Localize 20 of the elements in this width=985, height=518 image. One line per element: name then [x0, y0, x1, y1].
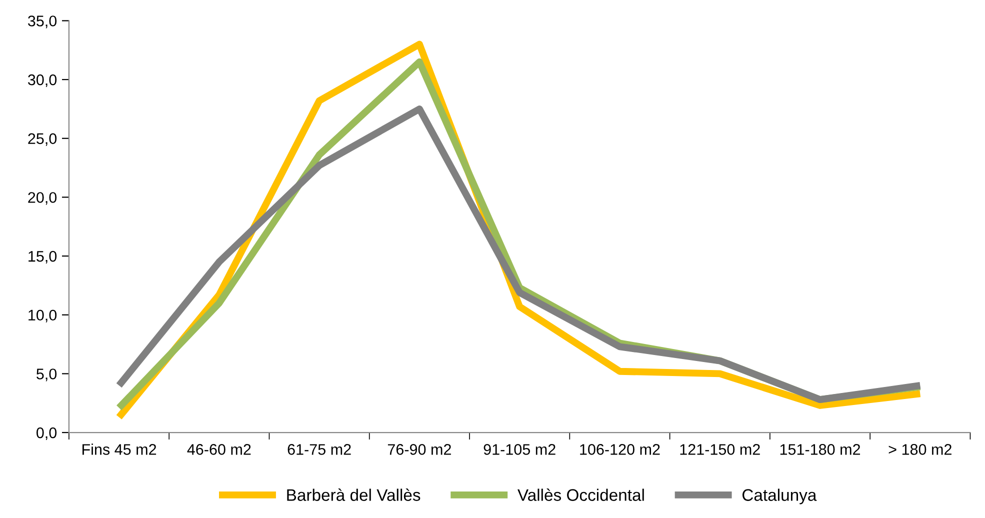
y-tick-label: 20,0 [28, 192, 57, 205]
x-tick-label: 151-180 m2 [780, 444, 860, 455]
x-tick-label: > 180 m2 [888, 444, 952, 455]
x-tick-label: 121-150 m2 [680, 444, 760, 455]
y-tick-label: 0,0 [36, 427, 57, 440]
x-tick-label: 46-60 m2 [187, 444, 251, 455]
x-tick-label: 61-75 m2 [288, 444, 351, 455]
y-tick-label: 5,0 [36, 368, 57, 382]
legend-label: Barberà del Vallès [287, 488, 420, 501]
x-tick-label: 76-90 m2 [388, 444, 451, 455]
y-tick-label: 30,0 [28, 74, 57, 88]
y-tick-label: 15,0 [28, 250, 57, 264]
legend-label: Vallès Occidental [518, 488, 644, 501]
x-tick-label: Fins 45 m2 [82, 444, 156, 455]
y-tick-label: 10,0 [28, 310, 57, 322]
x-tick-label: 106-120 m2 [580, 444, 660, 455]
y-tick-label: 25,0 [28, 133, 57, 146]
y-tick-label: 35,0 [28, 16, 57, 28]
x-tick-label: 91-105 m2 [484, 444, 556, 455]
legend-label: Catalunya [742, 488, 817, 504]
